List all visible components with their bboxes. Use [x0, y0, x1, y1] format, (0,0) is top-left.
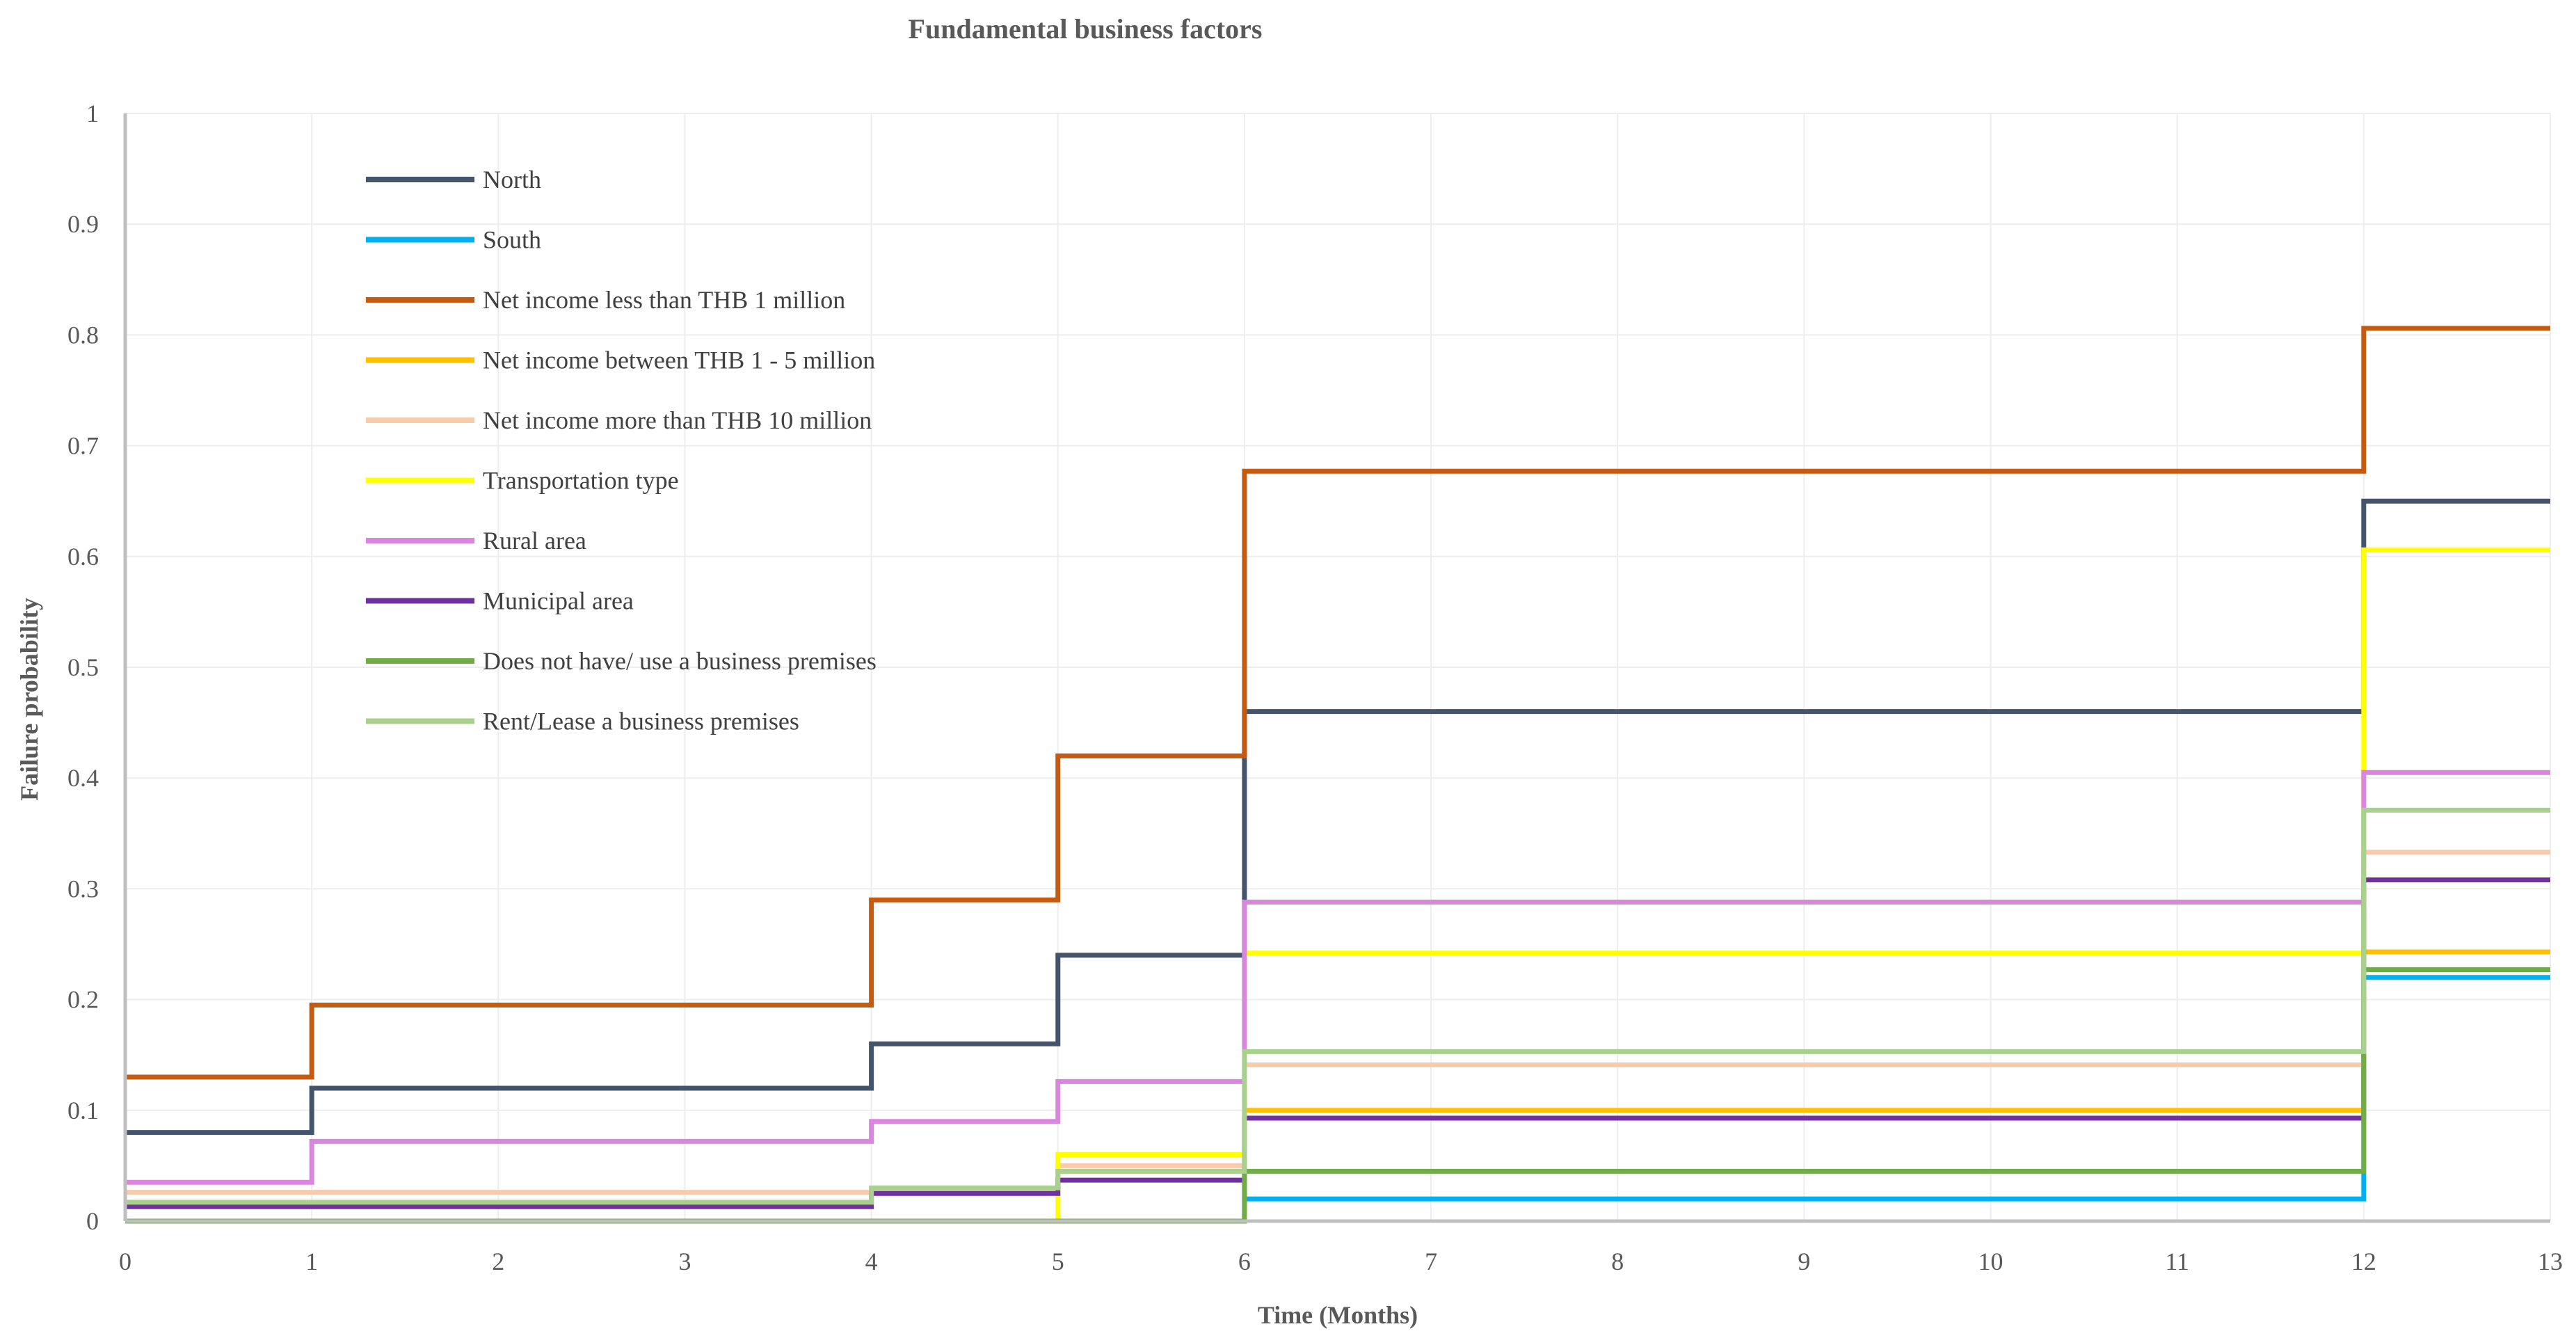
y-tick-label: 0 [86, 1207, 99, 1235]
x-tick-label: 9 [1798, 1248, 1810, 1275]
legend-item: Net income less than THB 1 million [366, 286, 845, 314]
x-tick-label: 3 [678, 1248, 691, 1275]
x-tick-label: 1 [305, 1248, 318, 1275]
legend-item: Net income between THB 1 - 5 million [366, 347, 875, 374]
x-tick-label: 10 [1978, 1248, 2003, 1275]
legend-label: Net income less than THB 1 million [483, 286, 845, 314]
x-tick-label: 5 [1052, 1248, 1064, 1275]
x-tick-label: 12 [2351, 1248, 2376, 1275]
legend-label: Rural area [483, 527, 586, 555]
x-tick-label: 6 [1238, 1248, 1251, 1275]
tick-labels: 0 1 2 3 4 5 6 7 8 9 10 11 12 1300.10.20.30.40.50.60.7… [67, 99, 2563, 1275]
legend-label: North [483, 166, 541, 193]
legend-label: Net income more than THB 10 million [483, 406, 872, 434]
x-tick-label: 2 [492, 1248, 504, 1275]
series-line-2 [125, 975, 2550, 1224]
legend-item: Municipal area [366, 587, 634, 615]
y-tick-label: 0.4 [67, 764, 99, 792]
x-tick-label: 7 [1425, 1248, 1437, 1275]
series-lines [125, 326, 2550, 1224]
legend-item: Transportation type [366, 467, 679, 495]
legend-item: South [366, 226, 541, 254]
y-tick-label: 0.5 [67, 653, 99, 681]
legend-label: Transportation type [483, 467, 679, 495]
y-tick-label: 0.8 [67, 321, 99, 349]
series-line-7 [125, 770, 2550, 1185]
y-tick-label: 0.9 [67, 210, 99, 238]
y-tick-label: 0.6 [67, 543, 99, 571]
series-line-10 [125, 807, 2550, 1205]
legend-label: Does not have/ use a business premises [483, 647, 877, 675]
axes [123, 113, 2550, 1223]
legend: North South Net income less than THB 1 mil… [366, 166, 877, 735]
x-tick-label: 8 [1611, 1248, 1624, 1275]
x-tick-label: 11 [2165, 1248, 2189, 1275]
series-line-3 [125, 326, 2550, 1080]
legend-label: Net income between THB 1 - 5 million [483, 347, 875, 374]
y-tick-label: 1 [86, 99, 99, 127]
legend-item: Does not have/ use a business premises [366, 647, 877, 675]
y-tick-label: 0.2 [67, 986, 99, 1014]
legend-label: South [483, 226, 541, 254]
y-tick-label: 0.3 [67, 875, 99, 902]
y-tick-label: 0.7 [67, 432, 99, 460]
legend-label: Municipal area [483, 587, 634, 615]
legend-item: Rural area [366, 527, 586, 555]
x-tick-label: 4 [865, 1248, 878, 1275]
legend-item: Rent/Lease a business premises [366, 708, 799, 735]
legend-label: Rent/Lease a business premises [483, 708, 799, 735]
x-tick-label: 0 [119, 1248, 131, 1275]
x-axis-title: Time (Months) [1258, 1301, 1418, 1329]
x-tick-label: 13 [2538, 1248, 2563, 1275]
y-axis-title: Failure probability [15, 598, 43, 801]
series-line-8 [125, 877, 2550, 1209]
legend-item: Net income more than THB 10 million [366, 406, 872, 434]
legend-item: North [366, 166, 541, 193]
chart-title: Fundamental business factors [909, 13, 1263, 45]
y-tick-label: 0.1 [67, 1097, 99, 1124]
